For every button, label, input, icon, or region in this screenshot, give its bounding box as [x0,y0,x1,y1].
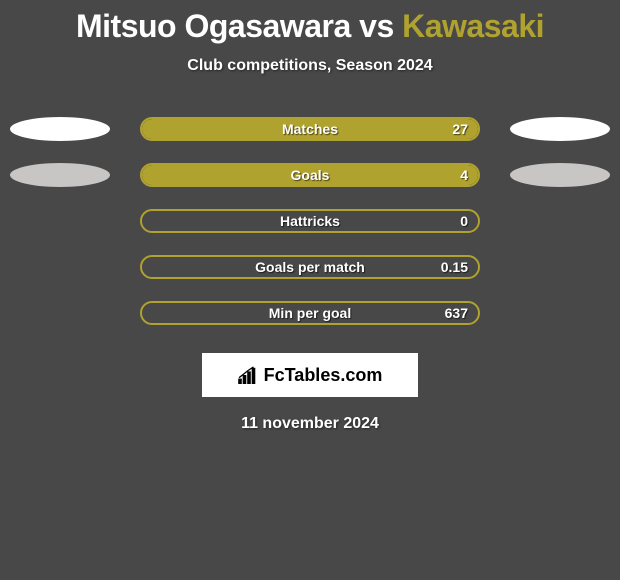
stat-bar: Hattricks 0 [140,209,480,233]
title-player: Mitsuo Ogasawara [76,8,351,44]
bars-icon [238,366,260,384]
page-title: Mitsuo Ogasawara vs Kawasaki [76,8,544,45]
title-opponent: Kawasaki [402,8,544,44]
stat-bar: Matches 27 [140,117,480,141]
stat-row: Hattricks 0 [0,209,620,233]
stat-bar: Min per goal 637 [140,301,480,325]
stat-label: Goals per match [255,259,365,275]
right-ellipse [510,117,610,141]
stat-row: Min per goal 637 [0,301,620,325]
stat-label: Hattricks [280,213,340,229]
fctables-logo: FcTables.com [202,353,418,397]
stat-value: 637 [445,305,468,321]
left-ellipse [10,117,110,141]
title-vs: vs [359,8,394,44]
date-label: 11 november 2024 [241,415,379,433]
stat-row: Goals per match 0.15 [0,255,620,279]
stat-label: Goals [291,167,330,183]
right-ellipse [510,163,610,187]
stat-label: Matches [282,121,338,137]
stat-value: 0 [460,213,468,229]
stat-value: 4 [460,167,468,183]
stat-row: Matches 27 [0,117,620,141]
left-ellipse [10,163,110,187]
stat-bar: Goals per match 0.15 [140,255,480,279]
stat-label: Min per goal [269,305,351,321]
comparison-card: Mitsuo Ogasawara vs Kawasaki Club compet… [0,0,620,433]
stat-row: Goals 4 [0,163,620,187]
stat-value: 0.15 [441,259,468,275]
stat-value: 27 [452,121,468,137]
stat-bar: Goals 4 [140,163,480,187]
subtitle: Club competitions, Season 2024 [187,57,432,75]
stats-list: Matches 27 Goals 4 Hattricks 0 Goals per match… [0,117,620,325]
logo-text: FcTables.com [264,365,383,386]
